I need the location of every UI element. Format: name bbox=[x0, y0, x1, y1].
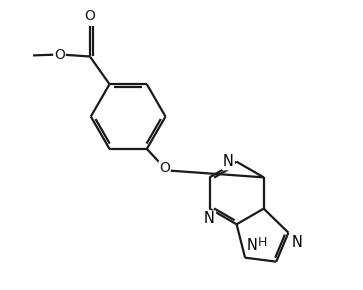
Text: O: O bbox=[85, 9, 95, 23]
Text: N: N bbox=[223, 154, 234, 169]
Text: N: N bbox=[247, 238, 258, 253]
Text: O: O bbox=[54, 48, 65, 62]
Text: N: N bbox=[204, 211, 215, 226]
Text: O: O bbox=[159, 162, 170, 175]
Text: H: H bbox=[257, 236, 267, 249]
Text: N: N bbox=[292, 235, 303, 251]
